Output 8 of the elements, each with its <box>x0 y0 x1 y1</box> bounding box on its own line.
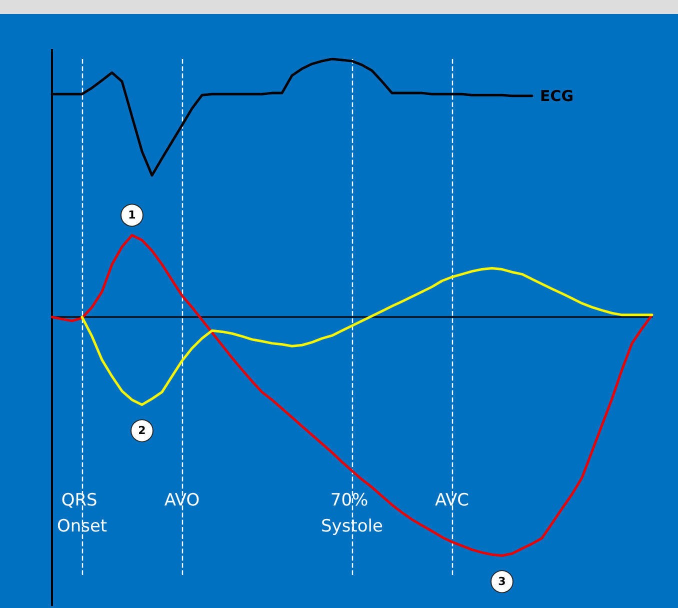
x-tick-label: 70% Systole <box>321 490 383 536</box>
annotation: 2 <box>138 424 146 438</box>
annotation: 1 <box>128 208 136 222</box>
x-tick-label: QRS Onset <box>56 490 108 536</box>
x-tick-label: AVO <box>164 490 200 510</box>
annotation: 3 <box>498 575 506 588</box>
series-label: ECG <box>540 86 574 105</box>
x-tick-label: AVC <box>434 490 470 510</box>
